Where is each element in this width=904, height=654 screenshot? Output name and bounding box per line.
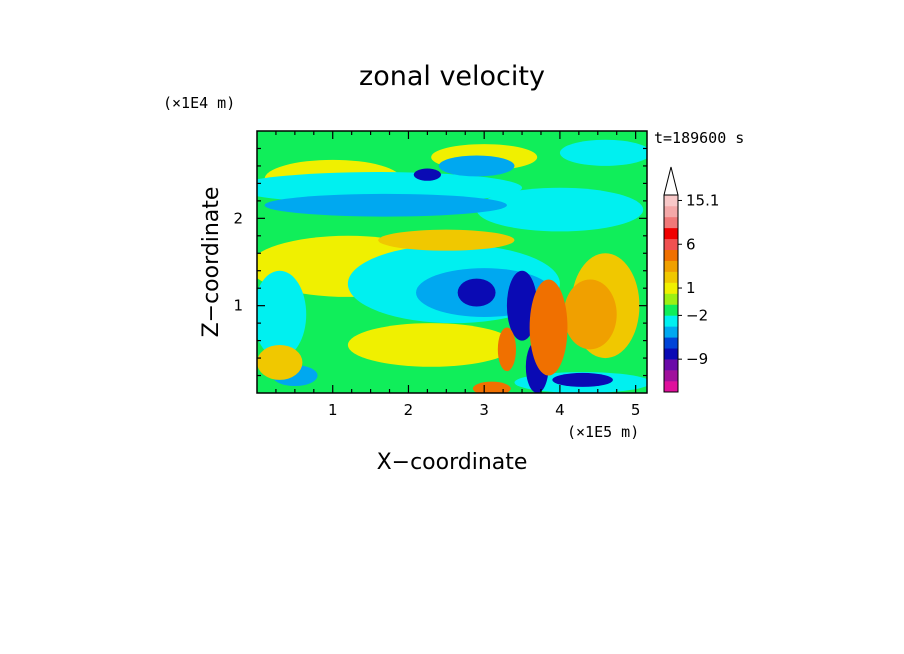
field-region	[347, 323, 515, 367]
field-region	[497, 327, 516, 372]
colorbar-swatch	[664, 282, 678, 294]
colorbar-label: 6	[686, 235, 696, 253]
y-tick-label: 1	[233, 297, 243, 315]
colorbar-label: 15.1	[686, 191, 719, 209]
x-tick-label: 4	[555, 401, 565, 419]
x-tick-label: 3	[479, 401, 489, 419]
colorbar-swatch	[664, 216, 678, 229]
colorbar-arrow	[663, 166, 679, 196]
chart-title: zonal velocity	[359, 61, 545, 92]
colorbar-label: −2	[686, 306, 708, 324]
field-region	[378, 229, 515, 251]
minor-ticks	[257, 131, 647, 393]
y-axis-label: Z−coordinate	[199, 187, 224, 338]
field-region	[506, 270, 538, 341]
colorbar-swatch	[664, 304, 678, 316]
field-region	[257, 270, 307, 359]
y-axis: 12	[233, 209, 243, 314]
field-region	[438, 155, 515, 177]
colorbar-swatch	[664, 348, 678, 360]
x-tick-label: 1	[328, 401, 338, 419]
field-region	[552, 372, 613, 387]
field-region	[457, 278, 496, 307]
colorbar-swatch	[664, 205, 678, 218]
colorbar-swatch	[664, 293, 678, 305]
time-label: t=189600 s	[654, 129, 744, 147]
contour-field	[257, 131, 647, 393]
field-region	[264, 193, 507, 217]
colorbar-swatch	[664, 195, 678, 207]
field-region	[257, 344, 303, 380]
colorbar-swatch	[664, 271, 678, 283]
colorbar-swatch	[664, 326, 678, 338]
colorbar: 15.1 6 1 −2 −9	[663, 166, 719, 393]
colorbar-label: −9	[686, 350, 708, 368]
x-tick-label: 5	[631, 401, 641, 419]
field-region	[563, 279, 617, 350]
colorbar-swatch	[664, 359, 678, 371]
x-unit-label: (×1E5 m)	[567, 423, 639, 441]
colorbar-swatch	[664, 260, 678, 272]
field-region	[529, 279, 568, 376]
field-region	[413, 168, 442, 181]
x-tick-label: 2	[404, 401, 414, 419]
plot-frame	[256, 130, 648, 394]
colorbar-swatch	[664, 238, 678, 251]
colorbar-label: 1	[686, 279, 696, 297]
colorbar-swatch	[664, 337, 678, 349]
field-region	[472, 381, 511, 393]
colorbar-swatch	[664, 381, 678, 393]
field-region	[559, 139, 647, 166]
colorbar-frame	[663, 194, 679, 393]
x-axis-label: X−coordinate	[377, 450, 528, 475]
colorbar-swatch	[664, 370, 678, 382]
y-tick-label: 2	[233, 209, 243, 227]
colorbar-swatch	[664, 227, 678, 240]
colorbar-swatch	[664, 315, 678, 327]
y-unit-label: (×1E4 m)	[163, 94, 235, 112]
x-axis: 1 2 3 4 5	[328, 401, 640, 419]
colorbar-swatch	[664, 249, 678, 261]
field-region	[476, 187, 644, 232]
